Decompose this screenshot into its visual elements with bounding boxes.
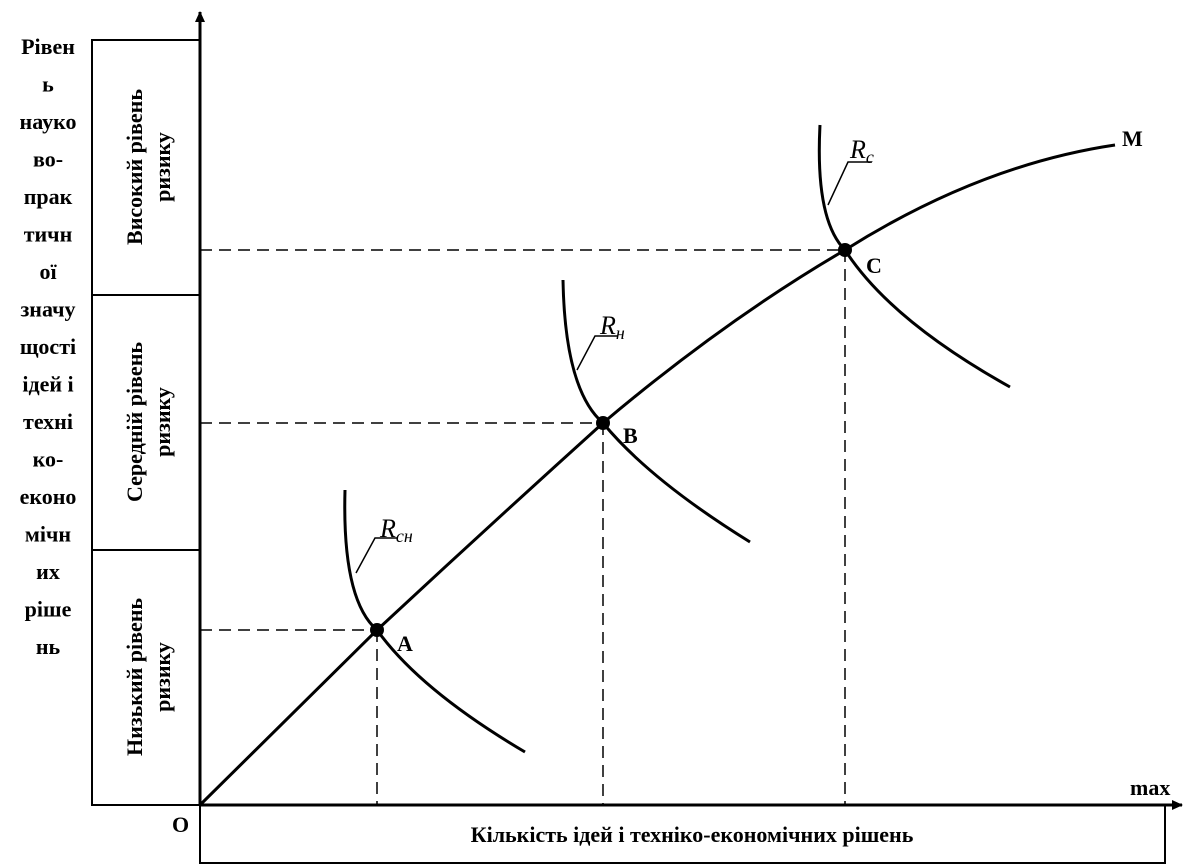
leader [576,335,618,371]
level-label: ризику [150,642,175,712]
y-label-line: ої [39,259,57,284]
y-label-line: нь [36,634,61,659]
y-label-line: ідей і [22,372,73,397]
y-label-line: во- [33,147,63,172]
level-label: Середній рівень [122,342,147,502]
risk-label: Rс [849,135,874,167]
leader [827,161,872,206]
point-label: C [866,253,882,278]
point [596,416,610,430]
x-max-label: max [1130,775,1170,800]
point [838,243,852,257]
points [370,243,852,637]
point-label: A [397,631,413,656]
y-label-line: еконо [20,484,77,509]
point-label: B [623,423,638,448]
main-curve [198,143,1116,807]
y-label-line: ко- [33,447,64,472]
point [370,623,384,637]
level-label: Низький рівень [122,598,147,756]
y-label-line: мічн [25,522,72,547]
leaders [355,161,872,574]
y-label-line: их [36,559,60,584]
point-label: M [1122,126,1143,151]
level-label: ризику [150,132,175,202]
y-label-line: ріше [25,597,72,622]
level-label: ризику [150,387,175,457]
y-label-line: щості [20,334,76,359]
y-label-line: Рівен [21,34,75,59]
risk-curve [343,489,526,754]
leader [355,537,398,574]
y-axis-label: Рівен ь науко во-прак тичн ої значу щості ідей і… [20,34,77,659]
risk-curve [561,279,751,544]
y-label-line: ь [42,72,54,97]
curves [198,124,1116,807]
level-label: Високий рівень [122,89,147,245]
risk-label: Rн [599,311,625,343]
risk-label: Rсн [379,514,413,546]
y-label-line: техні [23,409,73,434]
y-label-line: тичн [24,222,73,247]
x-axis-label: Кількість ідей і техніко-економічних ріш… [471,822,914,847]
y-label-line: прак [24,184,73,209]
dashes [200,249,846,805]
y-label-line: науко [20,109,77,134]
origin-label: O [172,812,189,837]
y-label-line: значу [20,297,75,322]
